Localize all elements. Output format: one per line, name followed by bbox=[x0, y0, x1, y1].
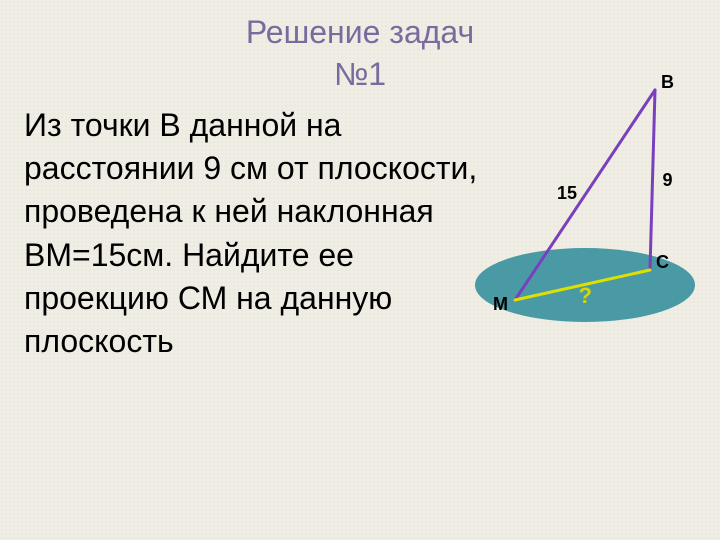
problem-text: Из точки В данной на расстоянии 9 см от … bbox=[24, 104, 484, 363]
geometry-figure: В С М 15 9 ? bbox=[470, 70, 700, 340]
line-bc bbox=[650, 90, 655, 270]
title-line-1: Решение задач bbox=[0, 12, 720, 54]
label-c: С bbox=[656, 252, 669, 273]
label-bc-len: 9 bbox=[663, 170, 673, 191]
label-bm-len: 15 bbox=[557, 183, 577, 204]
label-b: В bbox=[661, 72, 674, 93]
label-mc-question: ? bbox=[579, 283, 592, 309]
label-m: М bbox=[493, 294, 508, 315]
